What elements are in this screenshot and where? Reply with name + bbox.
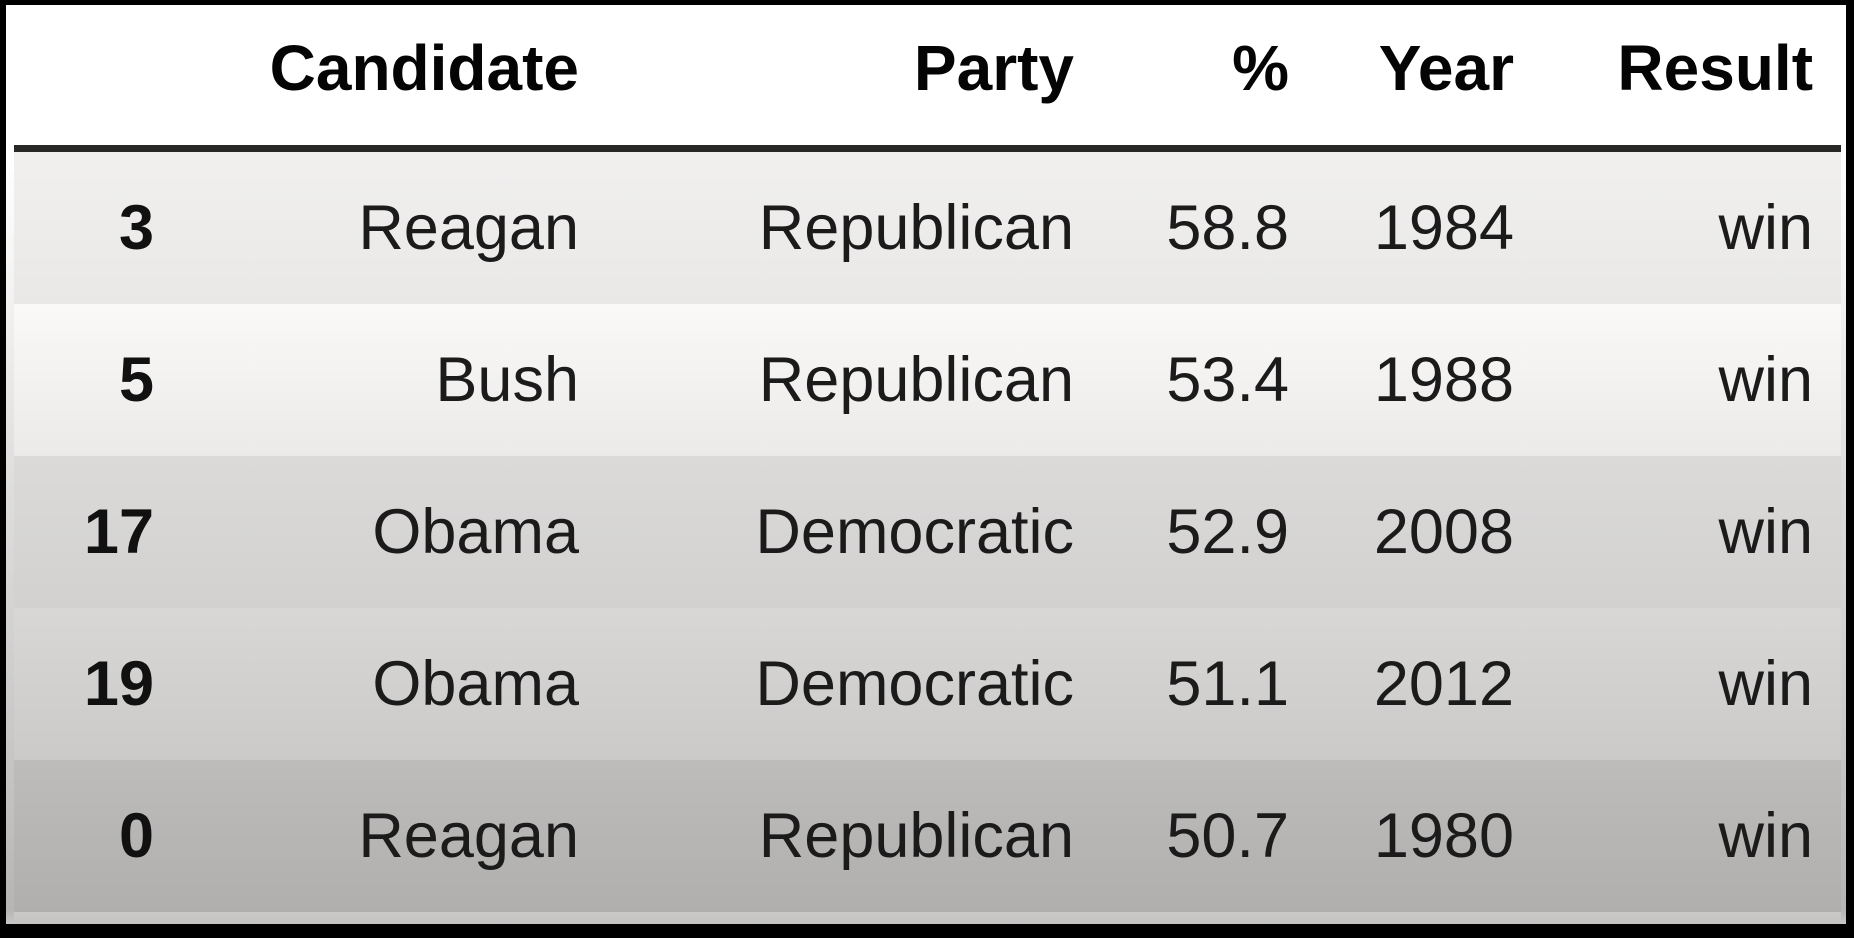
row-index-cell: 0 xyxy=(118,801,154,871)
year-cell: 1984 xyxy=(1373,193,1514,263)
column-header-party: Party xyxy=(579,5,1074,149)
election-results-table: Candidate Party % Year Result 3 Reagan R… xyxy=(14,5,1841,912)
candidate-cell: Reagan xyxy=(358,801,579,871)
column-header-result: Result xyxy=(1514,5,1841,149)
result-cell: win xyxy=(1718,193,1813,263)
column-header-year: Year xyxy=(1289,5,1514,149)
candidate-cell: Reagan xyxy=(358,193,579,263)
percent-cell: 58.8 xyxy=(1166,193,1289,263)
table-row: 0 Reagan Republican 50.7 1980 win xyxy=(14,760,1841,912)
row-index-cell: 5 xyxy=(118,345,154,415)
row-index-cell: 19 xyxy=(83,649,154,719)
header-row: Candidate Party % Year Result xyxy=(14,5,1841,149)
candidate-cell: Bush xyxy=(435,345,579,415)
table-row: 3 Reagan Republican 58.8 1984 win xyxy=(14,148,1841,304)
result-cell: win xyxy=(1718,497,1813,567)
dataframe-output: Candidate Party % Year Result 3 Reagan R… xyxy=(6,5,1846,924)
table-row: 19 Obama Democratic 51.1 2012 win xyxy=(14,608,1841,760)
result-cell: win xyxy=(1718,345,1813,415)
party-cell: Republican xyxy=(758,801,1074,871)
party-cell: Republican xyxy=(758,193,1074,263)
row-index-cell: 17 xyxy=(83,497,154,567)
candidate-cell: Obama xyxy=(372,649,579,719)
year-cell: 2008 xyxy=(1373,497,1514,567)
column-header-percent: % xyxy=(1074,5,1289,149)
row-index-cell: 3 xyxy=(118,193,154,263)
result-cell: win xyxy=(1718,801,1813,871)
party-cell: Democratic xyxy=(755,649,1074,719)
percent-cell: 50.7 xyxy=(1166,801,1289,871)
percent-cell: 52.9 xyxy=(1166,497,1289,567)
year-cell: 1988 xyxy=(1373,345,1514,415)
column-header-index xyxy=(14,5,154,149)
table-row: 5 Bush Republican 53.4 1988 win xyxy=(14,304,1841,456)
column-header-candidate: Candidate xyxy=(154,5,579,149)
result-cell: win xyxy=(1718,649,1813,719)
partial-next-row xyxy=(14,912,1841,924)
year-cell: 2012 xyxy=(1373,649,1514,719)
percent-cell: 51.1 xyxy=(1166,649,1289,719)
party-cell: Republican xyxy=(758,345,1074,415)
candidate-cell: Obama xyxy=(372,497,579,567)
table-row: 17 Obama Democratic 52.9 2008 win xyxy=(14,456,1841,608)
year-cell: 1980 xyxy=(1373,801,1514,871)
percent-cell: 53.4 xyxy=(1166,345,1289,415)
party-cell: Democratic xyxy=(755,497,1074,567)
